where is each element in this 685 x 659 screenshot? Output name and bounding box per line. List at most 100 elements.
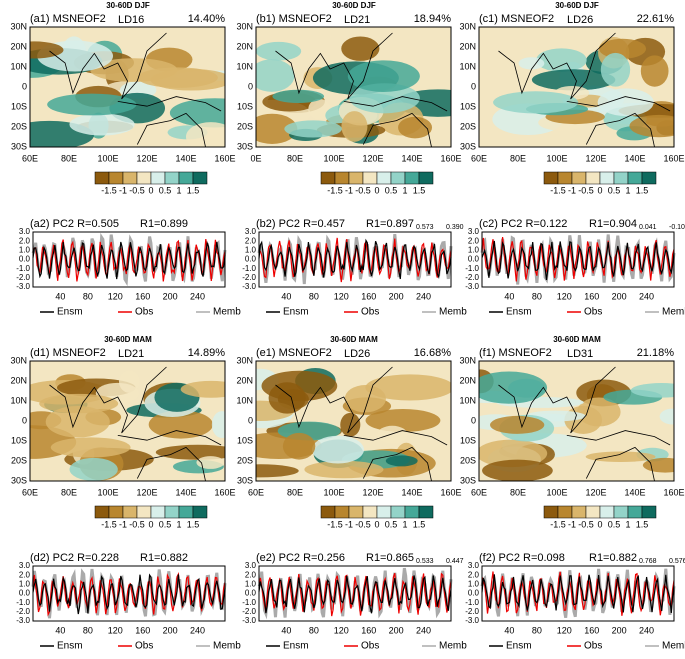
anomaly-blob — [180, 380, 225, 398]
anomaly-blob — [536, 48, 587, 72]
colorbar-tick-label: -1.5 — [327, 185, 343, 195]
ensm-line — [32, 240, 226, 280]
anomaly-blob — [256, 59, 295, 92]
pc-label: (f2) PC2 R=0.098 — [479, 552, 565, 564]
anomaly-blob — [311, 435, 364, 464]
ensm-line — [258, 575, 452, 614]
anomaly-blob — [398, 116, 433, 139]
colorbar-tick-label: 1 — [625, 519, 630, 529]
pc-ytick-label: 3.0 — [19, 227, 31, 236]
anomaly-blob — [256, 41, 302, 61]
pc-xtick-label: 80 — [309, 291, 319, 301]
legend-label: Obs — [361, 307, 379, 318]
variance-label: 16.68% — [414, 347, 452, 359]
lat-tick-label: 0 — [248, 415, 253, 425]
anomaly-blob — [256, 464, 299, 478]
coastline — [498, 32, 616, 100]
extra-correlation: 0.041 — [639, 224, 657, 231]
anomaly-blob — [185, 122, 225, 147]
colorbar-tick-label: -1 — [345, 519, 353, 529]
lon-tick-label: 100E — [546, 153, 567, 163]
coastline — [49, 366, 167, 434]
pc-xtick-label: 160 — [361, 291, 376, 301]
coastline — [136, 112, 206, 147]
pc-xtick-label: 240 — [639, 625, 654, 635]
colorbar-tick-label: 0.5 — [608, 519, 621, 529]
coastline — [275, 366, 393, 434]
lat-tick-label: 20N — [459, 375, 476, 385]
lat-tick-label: 0 — [22, 415, 27, 425]
map-frame — [29, 360, 226, 482]
coastline — [585, 112, 655, 147]
map-field — [30, 27, 225, 147]
legend-label: Memb — [662, 307, 685, 318]
coastline — [275, 32, 393, 100]
pc-label: (a2) PC2 R=0.505 — [30, 218, 119, 230]
lead-label: LD21 — [118, 348, 144, 360]
colorbar-tick-label: -0.5 — [129, 185, 145, 195]
pc-frame — [481, 565, 675, 622]
pc-xtick-label: 80 — [83, 625, 93, 635]
pc-xtick-label: 200 — [163, 625, 178, 635]
coastline — [136, 446, 206, 481]
colorbar-box — [627, 171, 643, 185]
colorbar-box — [348, 171, 364, 185]
pc-xtick-label: 40 — [281, 291, 291, 301]
colorbar-tick-label: 1 — [402, 519, 407, 529]
legend-label: Memb — [662, 641, 685, 652]
legend-label: Memb — [439, 641, 467, 652]
pc-ytick-label: 1.0 — [245, 579, 257, 588]
pc-xtick-label: 200 — [612, 291, 627, 301]
season-title: 30-60D DJF — [106, 1, 150, 10]
legend-label: Obs — [584, 641, 602, 652]
colorbar-box — [320, 505, 336, 519]
anomaly-blob — [308, 98, 331, 120]
colorbar-box — [362, 171, 378, 185]
r1-label: R1=0.882 — [140, 552, 188, 564]
lat-tick-label: 10S — [460, 435, 476, 445]
panel-label: (d1) MSNEOF2 — [30, 347, 106, 359]
lon-tick-label: 140E — [401, 487, 422, 497]
pc-xtick-label: 200 — [389, 625, 404, 635]
colorbar-box — [641, 505, 657, 519]
pc-xtick-label: 120 — [108, 291, 123, 301]
colorbar-box — [192, 171, 208, 185]
colorbar-box — [320, 171, 336, 185]
colorbar-box — [599, 505, 615, 519]
pc-ytick-label: 1.0 — [468, 579, 480, 588]
pc-label: (c2) PC2 R=0.122 — [479, 218, 567, 230]
anomaly-blob — [600, 52, 631, 87]
pc-xtick-label: 80 — [83, 291, 93, 301]
anomaly-blob — [365, 374, 451, 401]
pc-ytick-label: 2.0 — [19, 236, 31, 245]
colorbar-box — [404, 171, 420, 185]
colorbar-tick-label: 0 — [374, 185, 379, 195]
lat-tick-label: 30S — [460, 141, 476, 151]
legend-label: Ensm — [283, 307, 309, 318]
colorbar-tick-label: -1.5 — [101, 185, 117, 195]
lon-tick-label: 100E — [97, 153, 118, 163]
colorbar-tick-label: 0.5 — [159, 519, 172, 529]
variance-label: 22.61% — [637, 13, 675, 25]
lon-tick-label: 60E — [471, 487, 487, 497]
lat-tick-label: 20N — [459, 41, 476, 51]
lat-tick-label: 20S — [11, 455, 27, 465]
colorbar-tick-label: 1.5 — [187, 185, 200, 195]
anomaly-blob — [642, 457, 674, 473]
colorbar-box — [348, 505, 364, 519]
colorbar-tick-label: 1.5 — [413, 185, 426, 195]
coastline — [362, 112, 432, 147]
pc-ytick-label: 2.0 — [245, 570, 257, 579]
legend-label: Ensm — [57, 307, 83, 318]
pc-xtick-label: 40 — [55, 625, 65, 635]
lat-tick-label: 10N — [459, 395, 476, 405]
map-field — [479, 27, 674, 147]
ensm-line — [258, 238, 452, 280]
colorbar-box — [543, 505, 559, 519]
lon-tick-label: 120E — [362, 487, 383, 497]
lat-tick-label: 0 — [471, 415, 476, 425]
pc-xtick-label: 80 — [532, 291, 542, 301]
colorbar-box — [557, 171, 573, 185]
anomaly-blob — [148, 410, 213, 439]
